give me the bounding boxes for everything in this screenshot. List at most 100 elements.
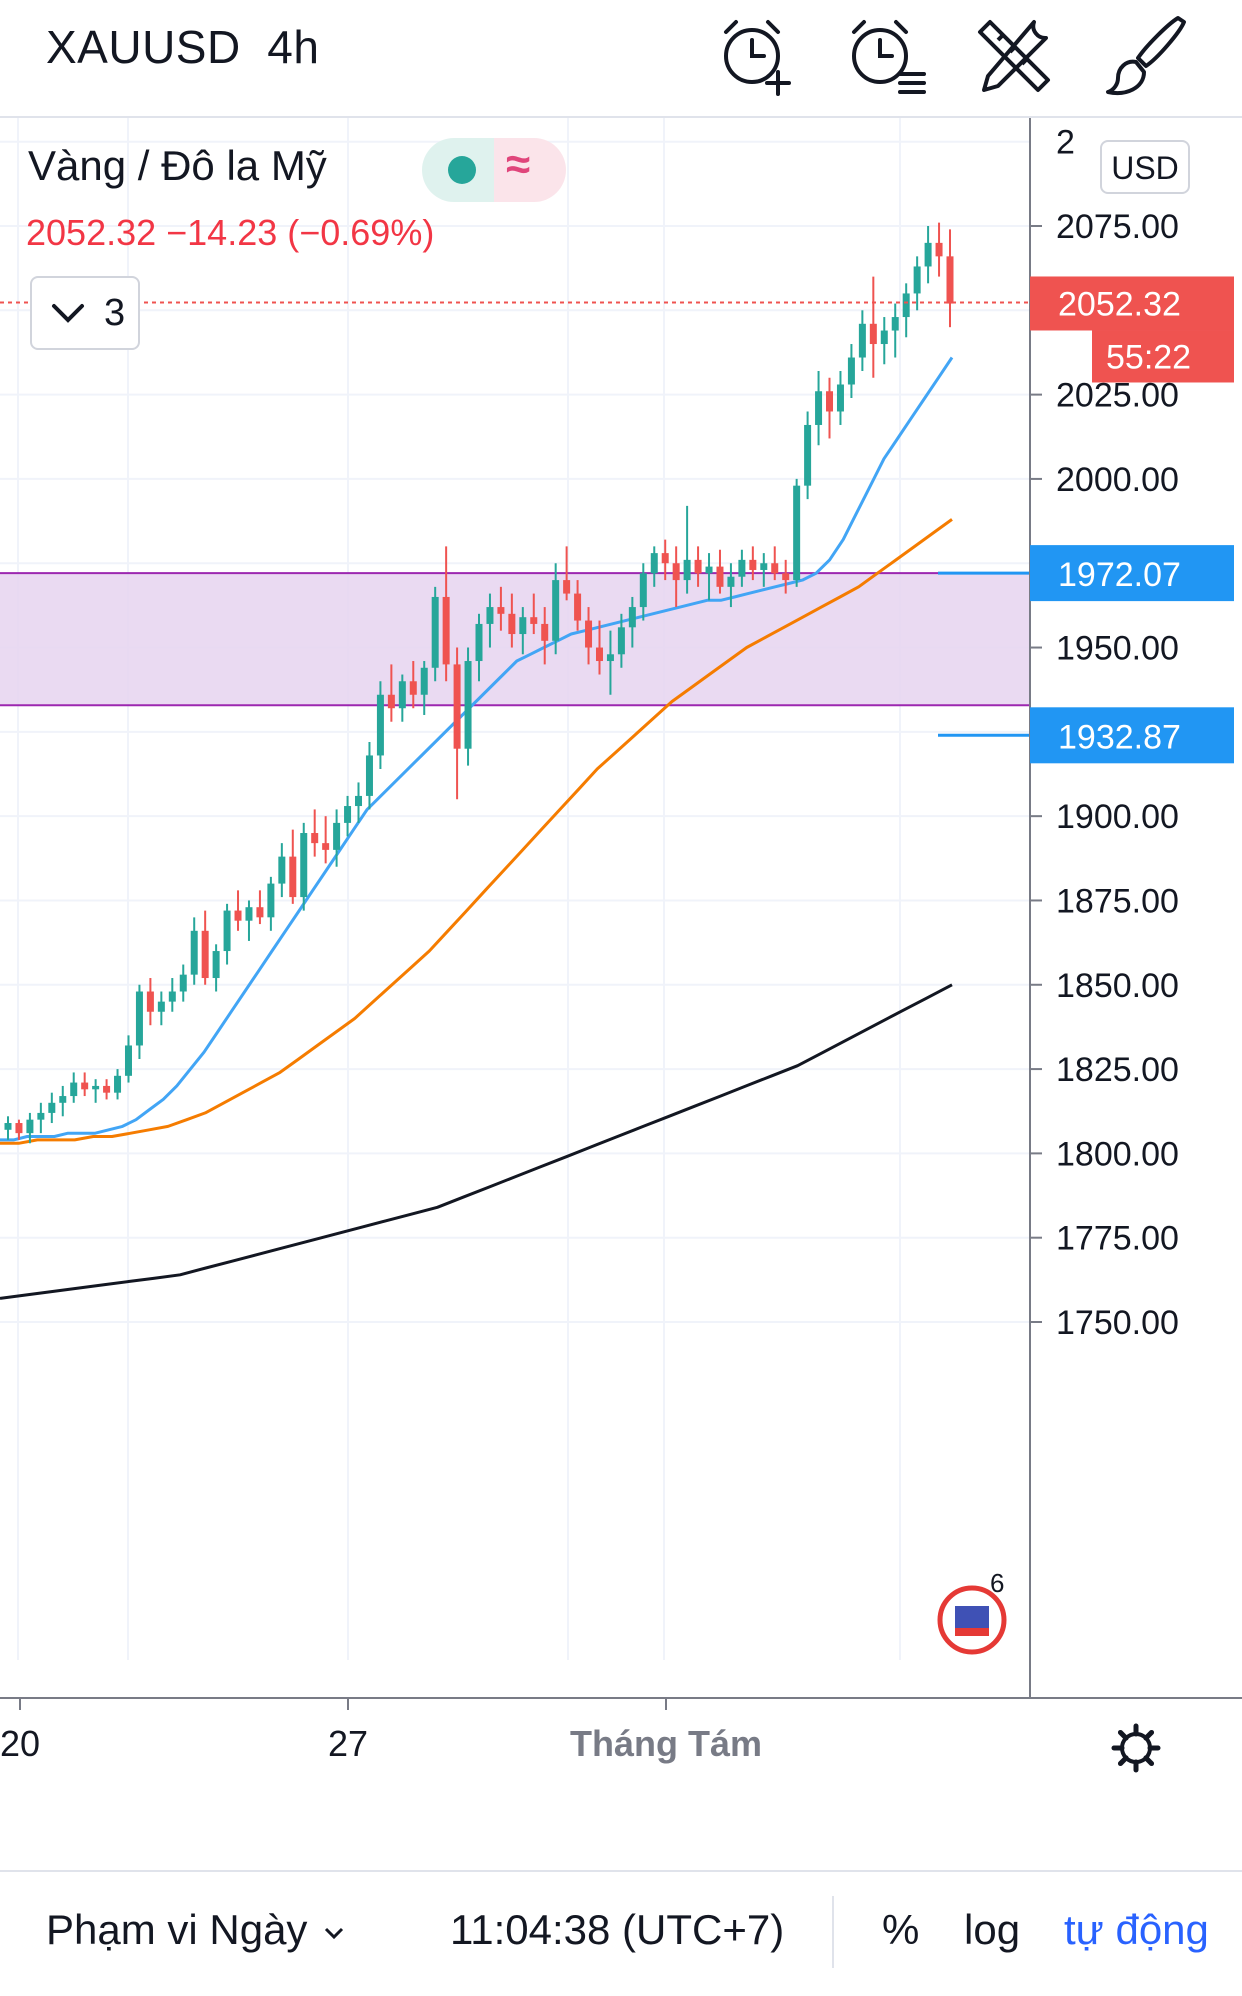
candle-body [760, 563, 768, 570]
zone-upper-label: 1972.07 [1058, 556, 1181, 594]
currency-button[interactable]: USD [1100, 140, 1190, 194]
candle-body [212, 951, 220, 979]
log-scale-toggle[interactable]: log [964, 1906, 1021, 1953]
candle-body [508, 613, 516, 635]
candle-body [398, 681, 406, 709]
candle-body [716, 566, 724, 587]
price-tick-label: 1800.00 [1056, 1135, 1179, 1173]
candle-body [486, 607, 494, 624]
candle-body [409, 681, 417, 695]
clock-timezone[interactable]: 11:04:38 (UTC+7) [450, 1906, 785, 1953]
gear-tooth [1143, 1729, 1155, 1741]
candle-body [661, 553, 669, 564]
candle-body [26, 1119, 34, 1134]
candle-body [683, 559, 691, 581]
candle-body [869, 323, 877, 345]
events-ring [937, 1585, 1007, 1655]
candle-body [727, 576, 735, 587]
candle-body [15, 1123, 23, 1134]
candle-body [179, 974, 187, 992]
candle-body [245, 907, 253, 921]
candle-body [672, 563, 680, 581]
candle-body [103, 1085, 111, 1093]
price-tick-label: 1775.00 [1056, 1220, 1179, 1258]
symbol-interval-button[interactable]: XAUUSD 4h [46, 20, 319, 74]
candle-body [639, 573, 647, 608]
chart-pane[interactable]: 2075.002025.002000.001950.001925.001900.… [0, 118, 1242, 1870]
grid-lines [0, 118, 1030, 1660]
candle-body [442, 596, 450, 665]
top-toolbar: XAUUSD 4h [0, 0, 1242, 118]
candle-body [289, 856, 297, 898]
events-count: 6 [990, 1568, 1004, 1598]
gear-icon[interactable] [1111, 1723, 1161, 1773]
candle-body [135, 991, 143, 1046]
brush-icon[interactable] [1098, 10, 1188, 100]
candle-body [793, 485, 801, 581]
candle-body [278, 856, 286, 884]
candle-body [826, 391, 834, 412]
ma-slow-line [0, 983, 953, 1300]
candle-body [858, 323, 866, 358]
time-tick-label: 20 [0, 1723, 40, 1764]
candle-body [902, 293, 910, 318]
candle-body [267, 883, 275, 918]
candle-body [585, 620, 593, 648]
date-range-label: Phạm vi Ngày [46, 1906, 308, 1953]
candle-body [606, 654, 614, 662]
time-axis: 20 27 Tháng Tám [0, 1697, 1242, 1773]
legend-status-badge[interactable]: ≈ [422, 138, 566, 202]
candle-body [114, 1075, 122, 1093]
candle-body [913, 266, 921, 294]
events-flag-stripe [955, 1628, 989, 1636]
candle-body [530, 617, 538, 624]
candle-body [300, 833, 308, 898]
candle-body [815, 391, 823, 425]
time-tick-label: 27 [328, 1723, 368, 1764]
countdown-label: 55:22 [1106, 338, 1191, 376]
candle-body [519, 617, 527, 635]
countdown-badge [1092, 330, 1234, 383]
candle-body [847, 357, 855, 385]
drawing-tools-icon[interactable] [968, 10, 1058, 100]
candle-body [420, 667, 428, 695]
candle-body [48, 1102, 56, 1113]
support-resistance-zone [0, 571, 1030, 737]
candle-body [157, 1001, 165, 1012]
add-alert-icon[interactable] [712, 10, 802, 100]
zone-lower-badge [1030, 707, 1234, 764]
indicators-collapse-button[interactable]: 3 [30, 276, 140, 350]
candle-body [595, 647, 603, 662]
time-tick-label: Tháng Tám [570, 1723, 762, 1764]
current-price-label: 2052.32 [1058, 285, 1181, 323]
candle-body [190, 930, 198, 975]
candle-body [924, 242, 932, 267]
price-chart[interactable]: 2075.002025.002000.001950.001925.001900.… [0, 118, 1242, 1870]
interval-label: 4h [267, 21, 320, 73]
auto-scale-toggle[interactable]: tự động [1064, 1906, 1209, 1953]
percent-scale-toggle[interactable]: % [882, 1906, 920, 1953]
candle-body [453, 664, 461, 749]
zone-upper-badge [1030, 545, 1234, 602]
candle-body [836, 384, 844, 412]
zone-fill [0, 573, 1030, 706]
candle-body [782, 573, 790, 581]
gear-tooth [1117, 1729, 1129, 1741]
candle-body [322, 843, 330, 850]
alerts-list-icon[interactable] [840, 10, 930, 100]
zone-lower-label: 1932.87 [1058, 718, 1181, 756]
price-tick-label: 1950.00 [1056, 630, 1179, 668]
date-range-selector[interactable]: Phạm vi Ngày [46, 1906, 349, 1954]
price-tick-label: 2000.00 [1056, 461, 1179, 499]
candle-body [541, 623, 549, 641]
candle-body [804, 424, 812, 486]
legend-title[interactable]: Vàng / Đô la Mỹ [28, 142, 327, 189]
candle-body [92, 1085, 100, 1090]
gear-tooth [1117, 1755, 1129, 1767]
price-tick-label: 1850.00 [1056, 967, 1179, 1005]
candle-body [650, 553, 658, 574]
symbol-label: XAUUSD [46, 21, 241, 73]
candle-body [891, 317, 899, 331]
candle-body [256, 907, 264, 918]
candle-body [880, 330, 888, 345]
